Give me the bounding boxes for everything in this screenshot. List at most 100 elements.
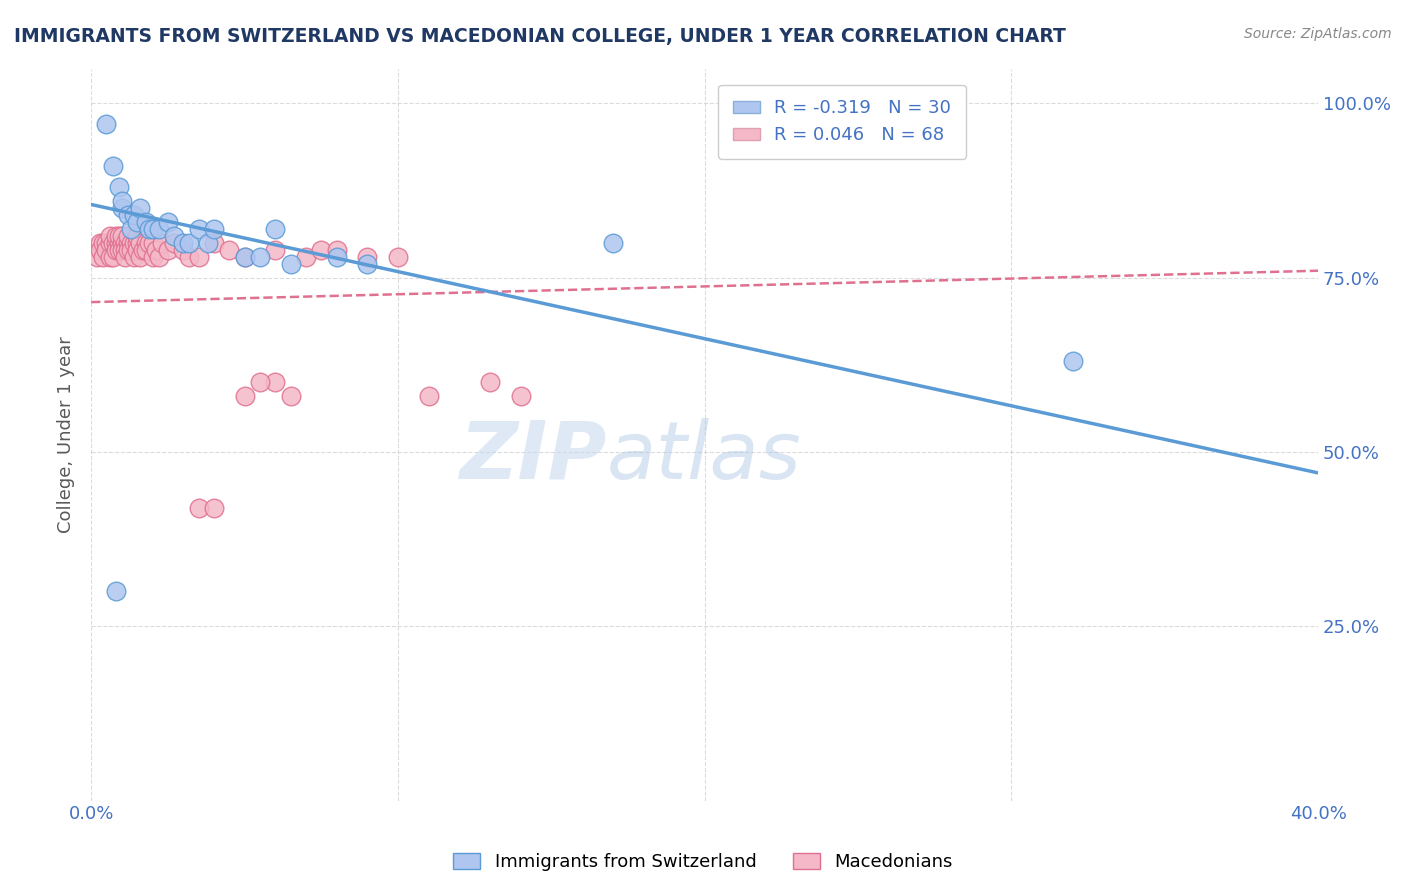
Point	[127, 228, 149, 243]
Point	[107, 228, 129, 243]
Point	[120, 222, 142, 236]
Point	[135, 235, 157, 250]
Point	[117, 243, 139, 257]
Point	[111, 201, 134, 215]
Point	[197, 235, 219, 250]
Point	[295, 250, 318, 264]
Point	[509, 389, 531, 403]
Point	[187, 250, 209, 264]
Point	[135, 215, 157, 229]
Point	[101, 250, 124, 264]
Point	[101, 159, 124, 173]
Point	[132, 243, 155, 257]
Point	[98, 250, 121, 264]
Point	[141, 222, 163, 236]
Point	[325, 243, 347, 257]
Point	[602, 235, 624, 250]
Point	[122, 250, 145, 264]
Point	[172, 243, 194, 257]
Point	[129, 235, 152, 250]
Point	[127, 215, 149, 229]
Point	[280, 389, 302, 403]
Point	[122, 235, 145, 250]
Point	[356, 257, 378, 271]
Point	[107, 180, 129, 194]
Point	[156, 215, 179, 229]
Point	[104, 584, 127, 599]
Point	[98, 235, 121, 250]
Point	[280, 257, 302, 271]
Point	[163, 228, 186, 243]
Point	[249, 250, 271, 264]
Point	[172, 235, 194, 250]
Point	[93, 235, 115, 250]
Point	[138, 235, 160, 250]
Legend: Immigrants from Switzerland, Macedonians: Immigrants from Switzerland, Macedonians	[446, 846, 960, 879]
Point	[187, 222, 209, 236]
Point	[233, 250, 256, 264]
Point	[120, 235, 142, 250]
Point	[104, 243, 127, 257]
Point	[233, 389, 256, 403]
Point	[129, 201, 152, 215]
Point	[111, 235, 134, 250]
Point	[117, 208, 139, 222]
Point	[249, 376, 271, 390]
Point	[127, 235, 149, 250]
Point	[418, 389, 440, 403]
Point	[478, 376, 501, 390]
Point	[89, 235, 111, 250]
Point	[127, 243, 149, 257]
Point	[114, 250, 136, 264]
Point	[129, 250, 152, 264]
Point	[141, 235, 163, 250]
Text: Source: ZipAtlas.com: Source: ZipAtlas.com	[1244, 27, 1392, 41]
Point	[264, 376, 287, 390]
Point	[122, 208, 145, 222]
Point	[111, 243, 134, 257]
Point	[104, 228, 127, 243]
Point	[179, 235, 201, 250]
Legend: R = -0.319   N = 30, R = 0.046   N = 68: R = -0.319 N = 30, R = 0.046 N = 68	[718, 85, 966, 159]
Text: ZIP: ZIP	[460, 417, 606, 496]
Point	[111, 194, 134, 208]
Point	[141, 250, 163, 264]
Point	[107, 235, 129, 250]
Point	[96, 117, 118, 131]
Point	[96, 235, 118, 250]
Point	[264, 243, 287, 257]
Point	[111, 228, 134, 243]
Point	[89, 243, 111, 257]
Point	[93, 250, 115, 264]
Point	[1062, 354, 1084, 368]
Point	[117, 228, 139, 243]
Point	[114, 243, 136, 257]
Y-axis label: College, Under 1 year: College, Under 1 year	[58, 336, 75, 533]
Point	[179, 250, 201, 264]
Point	[148, 250, 170, 264]
Point	[309, 243, 332, 257]
Point	[120, 243, 142, 257]
Point	[135, 243, 157, 257]
Point	[107, 243, 129, 257]
Point	[101, 235, 124, 250]
Point	[145, 243, 167, 257]
Point	[104, 235, 127, 250]
Point	[233, 250, 256, 264]
Point	[218, 243, 240, 257]
Point	[156, 243, 179, 257]
Point	[202, 500, 225, 515]
Point	[325, 250, 347, 264]
Point	[96, 243, 118, 257]
Point	[187, 500, 209, 515]
Point	[117, 235, 139, 250]
Text: atlas: atlas	[606, 417, 801, 496]
Point	[163, 235, 186, 250]
Point	[202, 222, 225, 236]
Point	[202, 235, 225, 250]
Point	[387, 250, 409, 264]
Point	[148, 222, 170, 236]
Point	[138, 222, 160, 236]
Point	[98, 228, 121, 243]
Point	[114, 235, 136, 250]
